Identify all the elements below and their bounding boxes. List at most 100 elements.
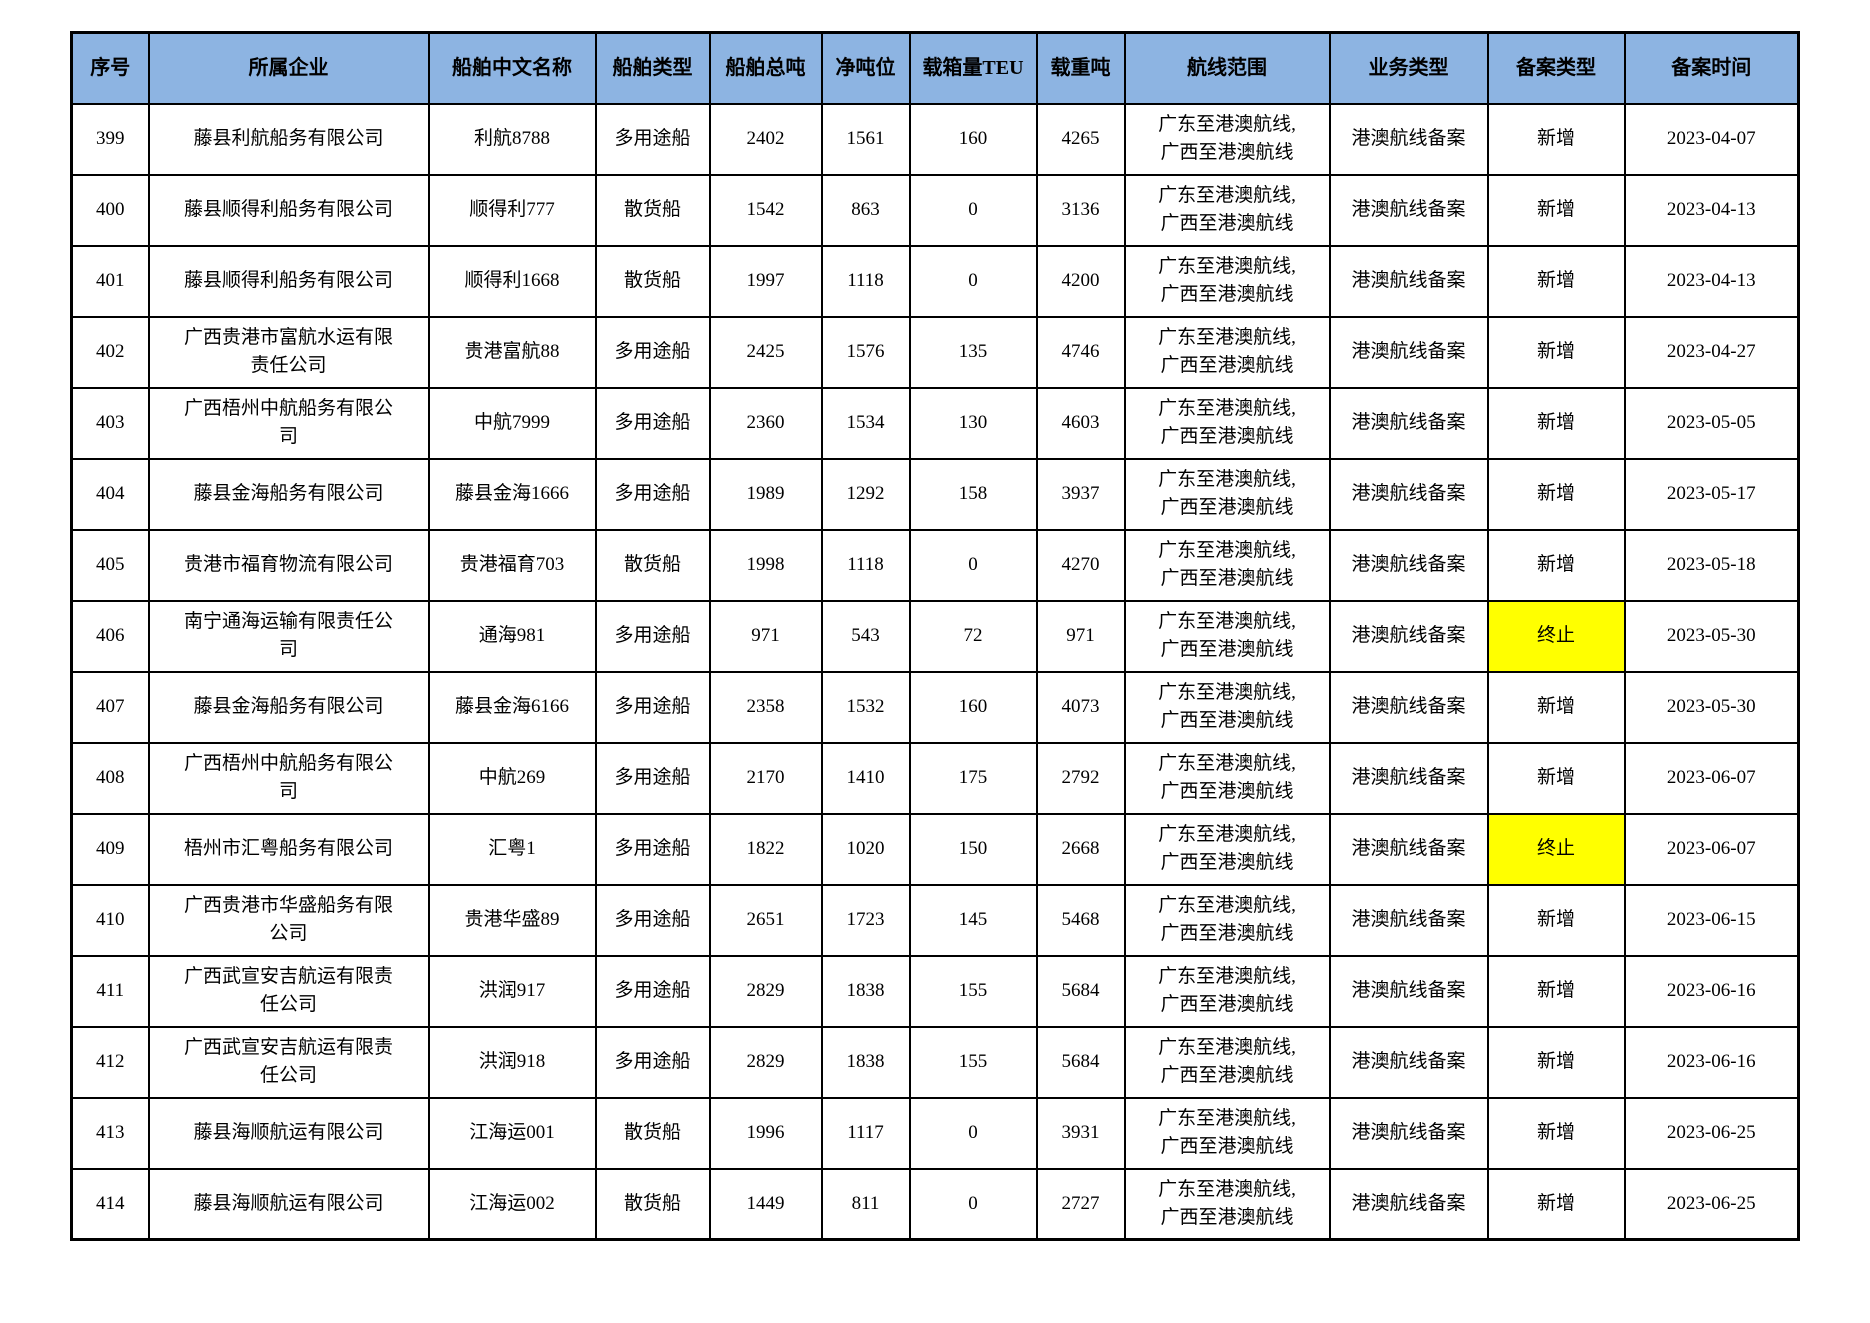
table-row: 413 藤县海顺航运有限公司 江海运001 散货船 1996 1117 0 3931 广东至港澳… (70, 1096, 1800, 1170)
filing-date-cell: 2023-06-16 (1623, 1025, 1800, 1099)
ship-name-cell: 顺得利777 (427, 173, 597, 247)
seq-cell: 410 (70, 883, 150, 957)
net-tonnage-cell: 1723 (820, 883, 911, 957)
teu-cell: 135 (908, 315, 1038, 389)
route-line-1: 广东至港澳航线, (1158, 469, 1296, 491)
route-cell: 广东至港澳航线, 广西至港澳航线 (1123, 954, 1331, 1028)
ship-type-cell: 多用途船 (594, 599, 711, 673)
filing-type-cell: 新增 (1486, 457, 1626, 531)
column-header-teu: 载箱量TEU (908, 31, 1038, 105)
business-type-cell: 港澳航线备案 (1328, 1167, 1489, 1241)
filing-date-cell: 2023-04-13 (1623, 244, 1800, 318)
gross-tonnage-cell: 2829 (708, 1025, 823, 1099)
company-cell: 藤县顺得利船务有限公司 (147, 244, 430, 318)
seq-cell: 407 (70, 670, 150, 744)
ship-name-cell: 汇粤1 (427, 812, 597, 886)
route-line-1: 广东至港澳航线, (1158, 1179, 1296, 1201)
column-header-gross-tonnage: 船舶总吨 (708, 31, 823, 105)
table-row: 403 广西梧州中航船务有限公司 中航7999 多用途船 2360 1534 130 4603… (70, 386, 1800, 460)
filing-type-cell: 新增 (1486, 741, 1626, 815)
seq-cell: 413 (70, 1096, 150, 1170)
filing-type-cell: 新增 (1486, 1167, 1626, 1241)
gross-tonnage-cell: 1997 (708, 244, 823, 318)
filing-type-cell: 终止 (1486, 599, 1626, 673)
ship-name-cell: 中航269 (427, 741, 597, 815)
seq-cell: 409 (70, 812, 150, 886)
route-line-2: 广西至港澳航线 (1160, 142, 1294, 163)
business-type-cell: 港澳航线备案 (1328, 457, 1489, 531)
route-line-2: 广西至港澳航线 (1160, 1206, 1294, 1228)
deadweight-cell: 971 (1035, 599, 1126, 673)
filing-date-cell: 2023-05-30 (1623, 599, 1800, 673)
net-tonnage-cell: 1117 (820, 1096, 911, 1170)
business-type-cell: 港澳航线备案 (1328, 386, 1489, 460)
seq-cell: 404 (70, 457, 150, 531)
header-row: 序号 所属企业 船舶中文名称 船舶类型 船舶总吨 净吨位 载箱量TEU 载重吨 … (70, 31, 1800, 105)
seq-cell: 405 (70, 528, 150, 602)
route-line-1: 广东至港澳航线, (1158, 1108, 1296, 1130)
company-cell: 广西梧州中航船务有限公司 (147, 741, 430, 815)
gross-tonnage-cell: 1998 (708, 528, 823, 602)
column-header-filing-date: 备案时间 (1623, 31, 1800, 105)
filing-type-cell: 新增 (1486, 315, 1626, 389)
ship-type-cell: 多用途船 (594, 386, 711, 460)
seq-cell: 414 (70, 1167, 150, 1241)
net-tonnage-cell: 1532 (820, 670, 911, 744)
route-line-2: 广西至港澳航线 (1160, 426, 1294, 447)
ship-type-cell: 散货船 (594, 244, 711, 318)
filing-type-cell: 终止 (1486, 812, 1626, 886)
gross-tonnage-cell: 1996 (708, 1096, 823, 1170)
teu-cell: 150 (908, 812, 1038, 886)
gross-tonnage-cell: 2651 (708, 883, 823, 957)
business-type-cell: 港澳航线备案 (1328, 173, 1489, 247)
deadweight-cell: 4073 (1035, 670, 1126, 744)
route-line-2: 广西至港澳航线 (1160, 568, 1294, 589)
route-line-1: 广东至港澳航线, (1158, 398, 1296, 420)
business-type-cell: 港澳航线备案 (1328, 599, 1489, 673)
filing-type-cell: 新增 (1486, 102, 1626, 176)
table-row: 414 藤县海顺航运有限公司 江海运002 散货船 1449 811 0 2727 广东至港澳航… (70, 1167, 1800, 1241)
deadweight-cell: 3937 (1035, 457, 1126, 531)
deadweight-cell: 5684 (1035, 954, 1126, 1028)
deadweight-cell: 4200 (1035, 244, 1126, 318)
route-cell: 广东至港澳航线, 广西至港澳航线 (1123, 1096, 1331, 1170)
route-line-1: 广东至港澳航线, (1158, 540, 1296, 562)
route-cell: 广东至港澳航线, 广西至港澳航线 (1123, 812, 1331, 886)
ship-type-cell: 多用途船 (594, 670, 711, 744)
route-cell: 广东至港澳航线, 广西至港澳航线 (1123, 386, 1331, 460)
route-line-1: 广东至港澳航线, (1158, 114, 1296, 136)
ship-name-cell: 江海运002 (427, 1167, 597, 1241)
ship-type-cell: 多用途船 (594, 457, 711, 531)
seq-cell: 400 (70, 173, 150, 247)
business-type-cell: 港澳航线备案 (1328, 528, 1489, 602)
gross-tonnage-cell: 2402 (708, 102, 823, 176)
gross-tonnage-cell: 2425 (708, 315, 823, 389)
teu-cell: 158 (908, 457, 1038, 531)
teu-cell: 0 (908, 244, 1038, 318)
gross-tonnage-cell: 1449 (708, 1167, 823, 1241)
route-line-1: 广东至港澳航线, (1158, 966, 1296, 988)
deadweight-cell: 2727 (1035, 1167, 1126, 1241)
route-line-2: 广西至港澳航线 (1160, 852, 1294, 873)
gross-tonnage-cell: 2170 (708, 741, 823, 815)
ship-name-cell: 洪润918 (427, 1025, 597, 1099)
filing-type-cell: 新增 (1486, 244, 1626, 318)
ship-type-cell: 散货船 (594, 528, 711, 602)
route-line-2: 广西至港澳航线 (1160, 213, 1294, 234)
net-tonnage-cell: 1118 (820, 244, 911, 318)
teu-cell: 0 (908, 528, 1038, 602)
filing-date-cell: 2023-05-17 (1623, 457, 1800, 531)
business-type-cell: 港澳航线备案 (1328, 883, 1489, 957)
business-type-cell: 港澳航线备案 (1328, 741, 1489, 815)
route-line-2: 广西至港澳航线 (1160, 639, 1294, 660)
route-line-1: 广东至港澳航线, (1158, 327, 1296, 349)
company-cell: 藤县利航船务有限公司 (147, 102, 430, 176)
seq-cell: 408 (70, 741, 150, 815)
ship-name-cell: 中航7999 (427, 386, 597, 460)
ship-name-cell: 江海运001 (427, 1096, 597, 1170)
route-line-1: 广东至港澳航线, (1158, 185, 1296, 207)
business-type-cell: 港澳航线备案 (1328, 670, 1489, 744)
route-cell: 广东至港澳航线, 广西至港澳航线 (1123, 1025, 1331, 1099)
deadweight-cell: 3931 (1035, 1096, 1126, 1170)
route-line-2: 广西至港澳航线 (1160, 781, 1294, 802)
